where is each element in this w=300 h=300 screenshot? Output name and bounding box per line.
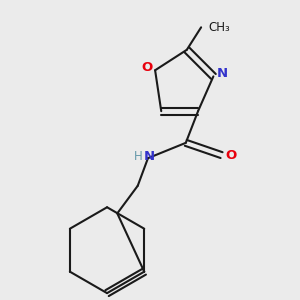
Text: O: O — [141, 61, 152, 74]
Text: O: O — [225, 148, 236, 162]
Text: N: N — [217, 67, 228, 80]
Text: N: N — [144, 150, 155, 163]
Text: H: H — [134, 150, 142, 163]
Text: CH₃: CH₃ — [209, 21, 230, 34]
